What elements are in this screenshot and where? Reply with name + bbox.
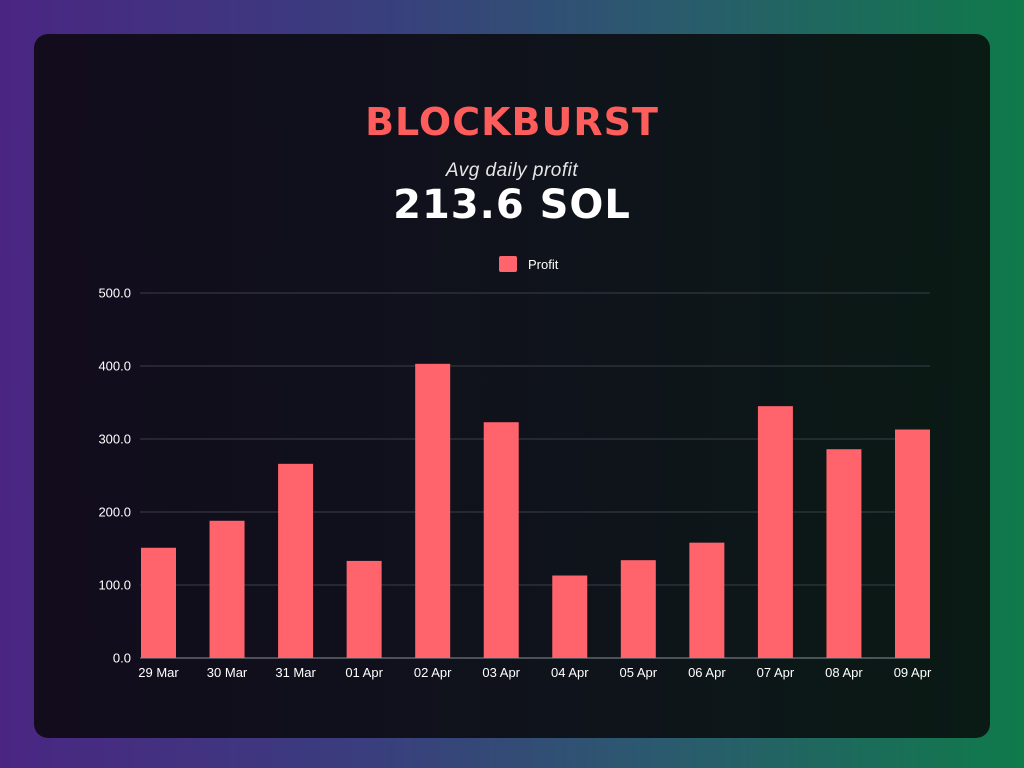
legend-swatch (499, 256, 517, 272)
metric-subtitle: Avg daily profit (445, 160, 579, 181)
bar-07-apr[interactable] (757, 406, 793, 658)
x-tick-label: 31 Mar (275, 665, 316, 680)
bar-03-apr[interactable] (483, 422, 519, 658)
bar-30-mar[interactable] (209, 520, 245, 658)
x-tick-label: 09 Apr (894, 665, 932, 680)
y-tick-label: 300.0 (98, 432, 131, 447)
bar-29-mar[interactable] (141, 547, 176, 658)
x-tick-label: 01 Apr (345, 665, 383, 680)
x-tick-label: 30 Mar (207, 665, 248, 680)
x-axis-ticks: 29 Mar 30 Mar 31 Mar 01 Apr 02 Apr 03 Apr 04 A… (138, 665, 932, 680)
bar-31-mar[interactable] (278, 463, 314, 658)
grid-lines (140, 292, 930, 659)
bar-06-apr[interactable] (689, 542, 725, 658)
y-tick-label: 500.0 (98, 286, 131, 301)
y-tick-label: 200.0 (98, 505, 131, 520)
x-tick-label: 08 Apr (825, 665, 863, 680)
x-tick-label: 06 Apr (688, 665, 726, 680)
x-tick-label: 02 Apr (414, 665, 452, 680)
bar-04-apr[interactable] (552, 575, 588, 658)
brand-title: BLOCKBURST (365, 100, 659, 144)
bar-01-apr[interactable] (346, 560, 382, 658)
x-tick-label: 29 Mar (138, 665, 179, 680)
bars (141, 363, 930, 658)
y-tick-label: 400.0 (98, 359, 131, 374)
metric-value: 213.6 SOL (393, 182, 631, 228)
x-tick-label: 07 Apr (757, 665, 795, 680)
chart-legend[interactable]: Profit (499, 256, 559, 272)
x-tick-label: 04 Apr (551, 665, 589, 680)
bar-02-apr[interactable] (415, 363, 451, 658)
bar-05-apr[interactable] (620, 560, 656, 658)
bar-09-apr[interactable] (895, 429, 930, 658)
y-tick-label: 100.0 (98, 578, 131, 593)
x-tick-label: 03 Apr (482, 665, 520, 680)
x-tick-label: 05 Apr (620, 665, 658, 680)
legend-label-profit: Profit (528, 257, 559, 272)
bar-08-apr[interactable] (826, 449, 862, 658)
y-axis-ticks: 0.0 100.0 200.0 300.0 400.0 500.0 (98, 286, 131, 666)
y-tick-label: 0.0 (113, 651, 131, 666)
